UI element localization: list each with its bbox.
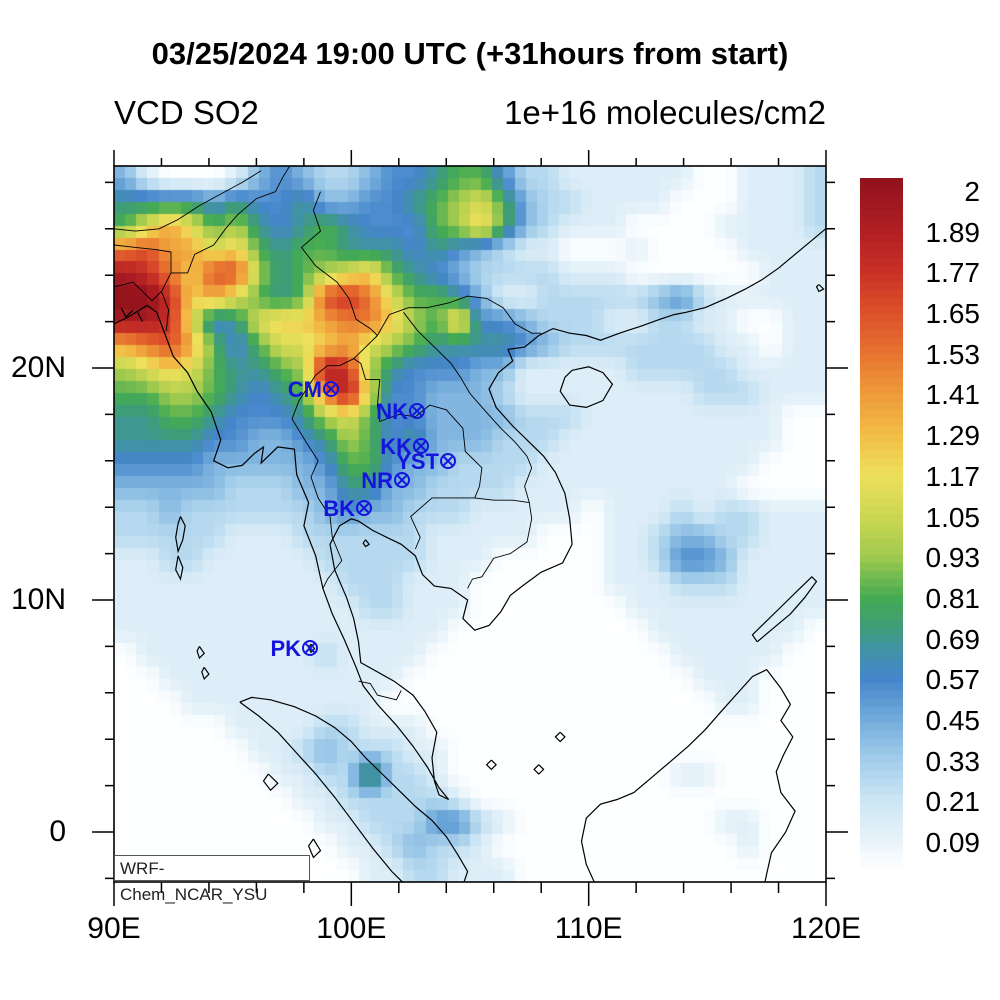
- station-nr: NR: [361, 468, 410, 493]
- colorbar-tick-label: 0.93: [925, 542, 981, 574]
- coastline: [120, 307, 134, 318]
- units-title: 1e+16 molecules/cm2: [504, 94, 826, 131]
- y-tick-label: 20N: [10, 351, 66, 384]
- station-circle-icon: [413, 438, 429, 454]
- colorbar-gradient: [860, 178, 903, 867]
- x-tick-label: 110E: [554, 912, 623, 945]
- country-border: [353, 335, 378, 360]
- station-pk: PK: [270, 636, 318, 661]
- coastline: [196, 646, 205, 660]
- station-cm: CM: [288, 377, 339, 402]
- station-circle-icon: [356, 500, 372, 516]
- coastline: [201, 666, 210, 681]
- coastline: [175, 516, 186, 554]
- colorbar-tick-label: 1.53: [925, 338, 981, 370]
- country-border: [410, 497, 475, 550]
- colorbar-tick-label: 1.89: [925, 216, 981, 248]
- station-circle-icon: [409, 403, 425, 419]
- country-border: [291, 358, 354, 589]
- so2-concentration-field: [114, 166, 826, 882]
- coastline: [554, 731, 566, 743]
- station-nk: NK: [376, 399, 425, 424]
- station-yst: YST: [396, 449, 456, 474]
- country-border: [377, 295, 542, 336]
- station-label: BK: [323, 496, 355, 521]
- station-label: YST: [396, 449, 439, 474]
- station-cross-icon: [396, 474, 408, 486]
- country-border: [161, 166, 290, 331]
- colorbar-tick-label: 0.45: [925, 704, 981, 736]
- station-cross-icon: [442, 455, 454, 467]
- coastline: [307, 838, 322, 859]
- country-border: [300, 191, 378, 336]
- station-bk: BK: [323, 496, 372, 521]
- coastline: [559, 366, 614, 409]
- country-border: [114, 281, 162, 302]
- station-circle-icon: [394, 472, 410, 488]
- station-cross-icon: [415, 440, 427, 452]
- country-border: [358, 680, 402, 701]
- coastline: [262, 773, 279, 792]
- coastline: [114, 227, 826, 801]
- variable-title: VCD SO2: [114, 94, 259, 131]
- y-tick-label: 0: [49, 815, 66, 848]
- station-label: NK: [376, 399, 408, 424]
- station-label: CM: [288, 377, 322, 402]
- coastline: [533, 764, 545, 775]
- colorbar-tick-label: 1.77: [925, 257, 981, 289]
- coastlines-and-borders: [114, 166, 826, 882]
- coastline: [580, 668, 796, 882]
- coastline: [362, 539, 370, 548]
- y-tick-label: 10N: [10, 583, 66, 616]
- colorbar-tick-label: 2: [964, 176, 980, 207]
- station-label: KK: [380, 434, 412, 459]
- station-cross-icon: [411, 405, 423, 417]
- station-circle-icon: [440, 453, 456, 469]
- country-border: [403, 312, 533, 468]
- station-cross-icon: [325, 383, 337, 395]
- model-label-box: WRF-Chem_NCAR_YSU: [114, 855, 310, 904]
- coastline: [175, 555, 184, 581]
- station-kk: KK: [380, 434, 429, 459]
- country-border: [467, 467, 533, 589]
- page-title: 03/25/2024 19:00 UTC (+31hours from star…: [151, 36, 789, 71]
- colorbar-tick-label: 0.81: [925, 582, 981, 614]
- station-cross-icon: [304, 642, 316, 654]
- colorbar-tick-label: 0.09: [925, 827, 981, 859]
- x-tick-label: 100E: [316, 912, 387, 945]
- station-circle-icon: [302, 640, 318, 656]
- coastline: [485, 759, 497, 771]
- station-circle-icon: [323, 381, 339, 397]
- coastline: [137, 312, 144, 322]
- coastline: [815, 284, 825, 293]
- map-frame: [113, 165, 827, 883]
- x-tick-label: 120E: [790, 912, 862, 945]
- coastline: [751, 575, 818, 643]
- station-label: NR: [361, 468, 393, 493]
- colorbar-tick-label: 1.29: [925, 420, 981, 452]
- country-border: [353, 358, 483, 499]
- colorbar-tick-label: 0.57: [925, 664, 981, 696]
- country-border: [114, 170, 262, 232]
- station-cross-icon: [358, 502, 370, 514]
- colorbar-tick-label: 0.33: [925, 745, 981, 777]
- colorbar-tick-label: 1.05: [925, 501, 981, 533]
- coastline: [239, 696, 469, 882]
- station-label: PK: [270, 636, 301, 661]
- axis-ticks: [92, 150, 848, 906]
- country-border: [474, 497, 530, 504]
- colorbar-tick-label: 1.65: [925, 298, 981, 330]
- x-tick-label: 90E: [87, 912, 141, 945]
- colorbar-tick-label: 1.17: [925, 460, 981, 492]
- country-border: [114, 244, 172, 273]
- colorbar-tick-label: 1.41: [925, 379, 981, 411]
- colorbar-tick-label: 0.69: [925, 623, 981, 655]
- colorbar-tick-label: 0.21: [925, 786, 981, 818]
